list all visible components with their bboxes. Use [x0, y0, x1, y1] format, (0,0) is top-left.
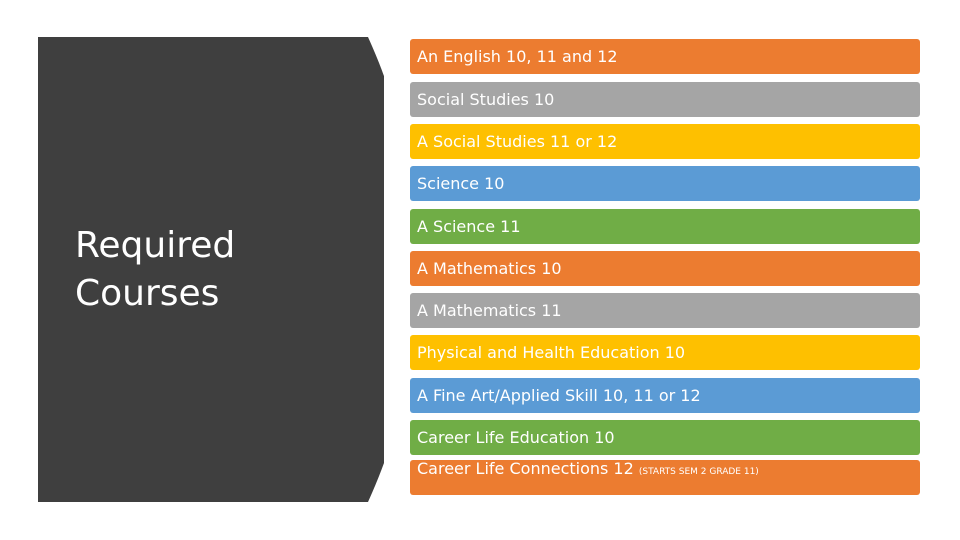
- course-label: A Mathematics 11: [417, 301, 562, 320]
- course-item: Social Studies 10: [410, 82, 920, 117]
- course-label: A Social Studies 11 or 12: [417, 132, 618, 151]
- course-item: Physical and Health Education 10: [410, 335, 920, 370]
- title-line-1: Required: [75, 225, 236, 266]
- course-item: Career Life Connections 12 (STARTS SEM 2…: [410, 460, 920, 495]
- slide-title: Required Courses: [75, 222, 305, 318]
- title-panel: [38, 37, 384, 502]
- course-item: Career Life Education 10: [410, 420, 920, 455]
- course-label: An English 10, 11 and 12: [417, 47, 618, 66]
- course-label: Social Studies 10: [417, 90, 555, 109]
- course-item: Science 10: [410, 166, 920, 201]
- course-item: A Social Studies 11 or 12: [410, 124, 920, 159]
- course-label: Science 10: [417, 174, 505, 193]
- course-label: Career Life Connections 12: [417, 460, 634, 478]
- course-item: A Science 11: [410, 209, 920, 244]
- course-item: A Fine Art/Applied Skill 10, 11 or 12: [410, 378, 920, 413]
- course-label: A Fine Art/Applied Skill 10, 11 or 12: [417, 386, 701, 405]
- course-item: A Mathematics 11: [410, 293, 920, 328]
- course-item: An English 10, 11 and 12: [410, 39, 920, 74]
- course-label: Physical and Health Education 10: [417, 343, 686, 362]
- course-label: Career Life Education 10: [417, 428, 615, 447]
- course-label: A Science 11: [417, 217, 521, 236]
- course-label: A Mathematics 10: [417, 259, 562, 278]
- title-line-2: Courses: [75, 273, 220, 314]
- course-note: (STARTS SEM 2 GRADE 11): [638, 467, 759, 477]
- course-item: A Mathematics 10: [410, 251, 920, 286]
